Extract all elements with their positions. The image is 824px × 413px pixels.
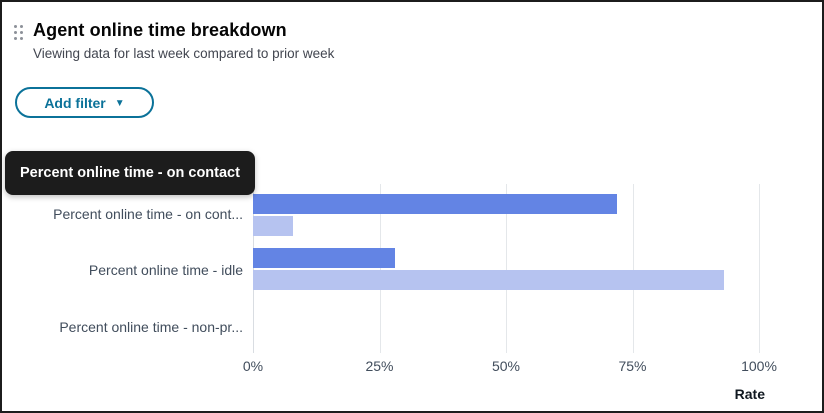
- chevron-down-icon: ▼: [114, 97, 125, 109]
- bar-last-week-2[interactable]: [253, 248, 395, 268]
- header-text: Agent online time breakdown Viewing data…: [33, 19, 334, 63]
- bar-prior-week-1[interactable]: [253, 216, 294, 236]
- widget-header: Agent online time breakdown Viewing data…: [12, 19, 334, 63]
- x-tick-label: 75%: [618, 358, 647, 374]
- gridline-75%: [632, 184, 634, 353]
- chart-tooltip-text: Percent online time - on contact: [20, 165, 240, 181]
- add-filter-button[interactable]: Add filter ▼: [15, 87, 154, 118]
- x-tick-label: 100%: [741, 358, 777, 374]
- x-tick-label: 0%: [242, 358, 264, 374]
- gridline-0%: [253, 184, 254, 353]
- category-label: Percent online time - idle: [88, 262, 243, 278]
- bar-last-week-1[interactable]: [253, 194, 618, 214]
- category-label: Percent online time - non-pr...: [59, 319, 243, 335]
- x-tick-label: 25%: [365, 358, 394, 374]
- drag-handle-icon[interactable]: [12, 21, 25, 44]
- gridline-50%: [506, 184, 507, 353]
- chart-tooltip: Percent online time - on contact: [5, 151, 255, 195]
- category-label: Percent online time - on cont...: [53, 206, 243, 222]
- x-tick-label: 50%: [491, 358, 521, 374]
- add-filter-label: Add filter: [44, 94, 106, 111]
- widget-subtitle: Viewing data for last week compared to p…: [33, 46, 335, 61]
- gridline-25%: [379, 184, 381, 353]
- gridline-100%: [759, 184, 760, 353]
- widget-title: Agent online time breakdown: [33, 20, 287, 40]
- bar-prior-week-2[interactable]: [253, 270, 724, 290]
- x-axis-title: Rate: [734, 386, 765, 402]
